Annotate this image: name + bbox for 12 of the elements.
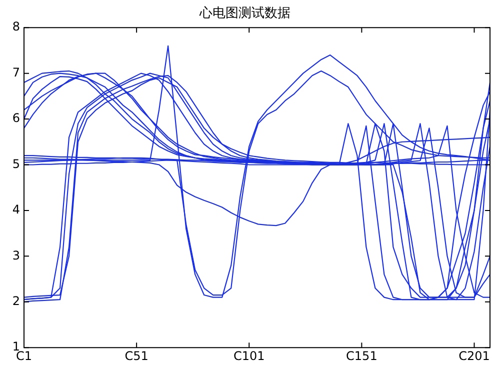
x-tick-label: C151: [346, 348, 378, 363]
y-tick-label: 2: [12, 294, 20, 308]
x-tick-label: C201: [458, 348, 490, 363]
y-tick-label: 5: [12, 156, 20, 171]
y-tick-label: 7: [12, 65, 20, 80]
y-tick-label: 3: [12, 248, 20, 262]
x-tick-label: C51: [124, 348, 148, 363]
y-tick-label: 6: [12, 111, 20, 126]
x-tick-label: C101: [233, 348, 265, 363]
chart-title: 心电图测试数据: [198, 5, 290, 22]
y-tick-label: 4: [12, 202, 20, 217]
y-tick-label: 8: [12, 20, 20, 34]
